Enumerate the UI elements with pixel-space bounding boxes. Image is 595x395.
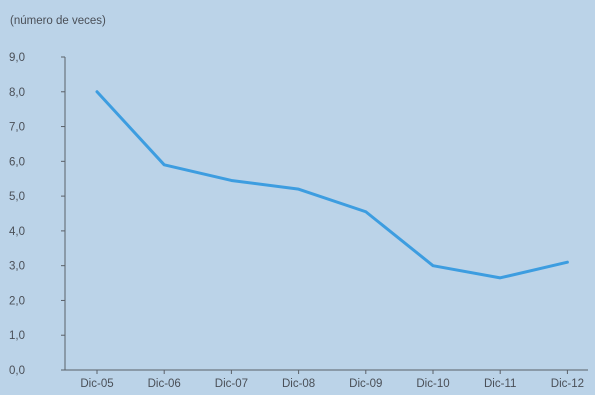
data-point: [95, 90, 99, 93]
y-tick-label: 5,0: [9, 191, 25, 203]
data-point: [566, 260, 569, 264]
series-line: [95, 90, 569, 280]
x-tick-label: Dic-09: [349, 378, 382, 390]
y-tick-label: 7,0: [9, 122, 25, 134]
y-axis-title: (número de veces): [10, 15, 106, 27]
y-tick-label: 3,0: [9, 261, 25, 273]
data-point: [163, 163, 166, 167]
y-tick-label: 6,0: [9, 156, 25, 168]
x-tick-label: Dic-12: [551, 378, 584, 390]
data-point: [297, 187, 300, 191]
data-point: [364, 210, 367, 213]
x-tick-label: Dic-05: [80, 378, 113, 390]
y-tick-label: 2,0: [9, 295, 25, 307]
y-tick-label: 4,0: [9, 226, 25, 238]
y-tick-label: 1,0: [9, 330, 25, 342]
x-tick-label: Dic-08: [282, 378, 315, 390]
y-tick-label: 9,0: [9, 52, 25, 64]
y-tick-label: 8,0: [9, 87, 25, 99]
x-tick-label: Dic-06: [148, 378, 181, 390]
x-tick-label: Dic-10: [416, 378, 449, 390]
data-point: [499, 276, 502, 280]
x-tick-label: Dic-11: [484, 378, 516, 390]
data-point: [230, 179, 233, 182]
y-tick-label: 0,0: [9, 365, 25, 377]
data-point: [431, 264, 435, 267]
x-tick-label: Dic-07: [215, 378, 248, 390]
